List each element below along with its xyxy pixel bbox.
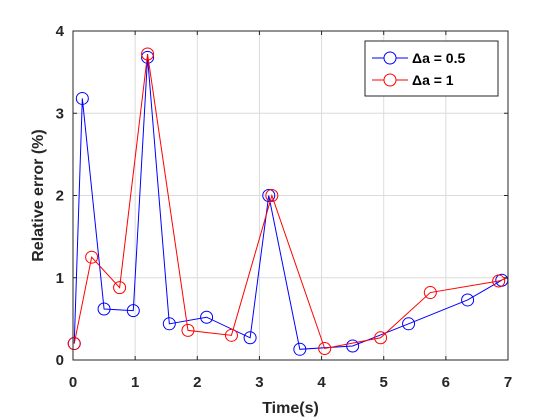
series-0-point-8 xyxy=(262,189,276,202)
series-line-1 xyxy=(73,53,509,350)
y-tick-label: 3 xyxy=(56,105,64,122)
series-1-point-10 xyxy=(492,274,506,288)
y-tick-label: 2 xyxy=(56,188,64,205)
series-1-point-5 xyxy=(224,328,238,342)
x-tick-label: 4 xyxy=(317,374,326,391)
series-1-point-9 xyxy=(423,286,437,300)
x-tick-label: 0 xyxy=(69,374,77,391)
legend-entry-1: Δa = 1 xyxy=(372,72,454,88)
legend-label-1: Δa = 1 xyxy=(412,72,454,88)
series-0-point-3 xyxy=(126,304,140,318)
legend-box xyxy=(364,40,499,97)
x-tick-label: 6 xyxy=(442,374,450,391)
series-0-point-9 xyxy=(293,342,307,356)
legend-marker-0 xyxy=(383,51,397,65)
series-1 xyxy=(67,47,509,355)
x-axis-label: Time(s) xyxy=(262,400,319,417)
series-0-point-7 xyxy=(243,331,257,345)
y-tick-label: 1 xyxy=(56,270,64,287)
series-1-point-6 xyxy=(265,189,279,202)
x-tick-label: 1 xyxy=(131,374,139,391)
series-0-point-5 xyxy=(162,317,176,331)
series-0-point-12 xyxy=(461,293,475,307)
series-0-point-6 xyxy=(200,310,214,324)
series-1-point-1 xyxy=(85,250,99,264)
legend-entry-0: Δa = 0.5 xyxy=(372,50,465,66)
y-axis-label: Relative error (%) xyxy=(30,129,47,262)
x-tick-label: 7 xyxy=(504,374,512,391)
series-0-point-10 xyxy=(346,339,360,353)
series-1-point-7 xyxy=(318,341,332,355)
legend-marker-1 xyxy=(383,73,397,87)
series-line-0 xyxy=(73,57,503,350)
series-0-point-4 xyxy=(141,50,155,64)
ticks xyxy=(72,30,509,361)
y-tick-label: 0 xyxy=(56,352,64,369)
x-tick-label: 3 xyxy=(255,374,263,391)
tick-labels: 0 1 2 3 4 5 6 7 0 1 2 3 4 xyxy=(56,23,513,391)
series-1-point-3 xyxy=(141,47,155,61)
legend-label-0: Δa = 0.5 xyxy=(412,50,465,66)
series-0-point-1 xyxy=(75,91,89,105)
series-1-point-2 xyxy=(113,281,127,295)
series-0-point-11 xyxy=(402,317,416,331)
legend: Δa = 0.5 Δa = 1 xyxy=(364,40,499,97)
y-tick-label: 4 xyxy=(56,23,65,40)
series-1-point-0 xyxy=(67,337,81,351)
series-1-point-4 xyxy=(181,323,195,337)
x-tick-label: 5 xyxy=(380,374,388,391)
series-1-point-8 xyxy=(374,331,388,345)
series-0-point-2 xyxy=(97,302,111,316)
x-tick-label: 2 xyxy=(193,374,201,391)
